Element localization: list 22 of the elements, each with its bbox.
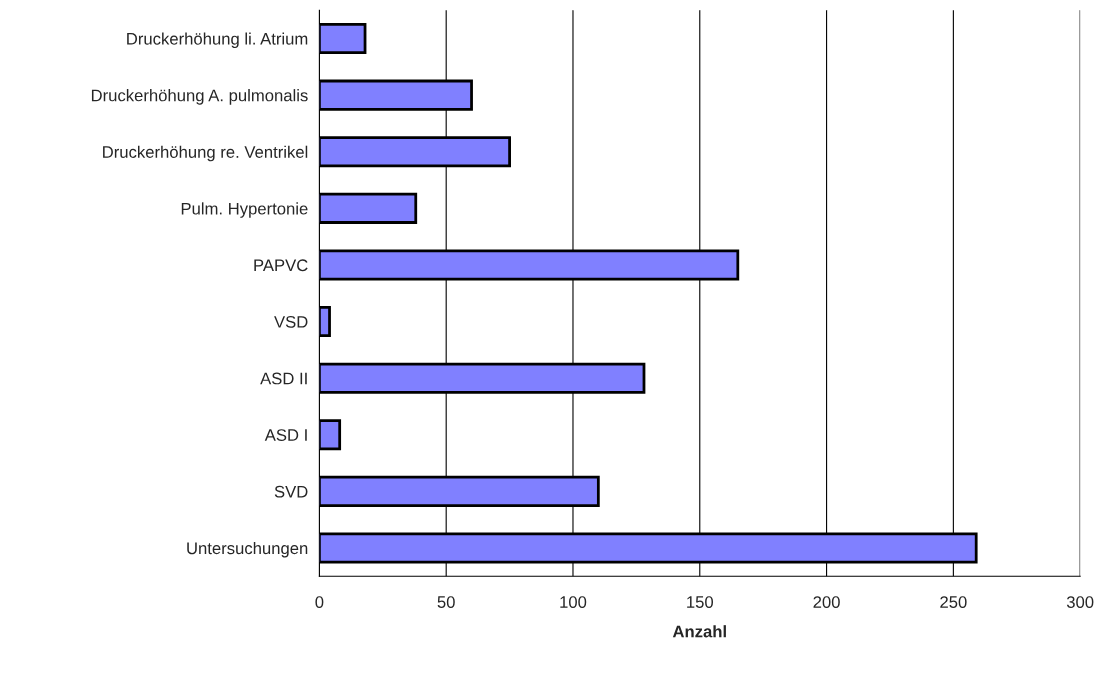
- x-tick-label: 150: [687, 596, 714, 608]
- x-axis-title: Anzahl: [672, 625, 726, 638]
- x-tick-label: 300: [1066, 596, 1094, 608]
- x-tick-label: 100: [560, 596, 587, 608]
- y-tick-label: Druckerhöhung re. Ventrikel: [103, 145, 308, 162]
- bar: [319, 419, 342, 451]
- x-tick-label: 250: [940, 596, 967, 608]
- bar: [319, 22, 367, 55]
- x-tick-label: 0: [315, 596, 324, 608]
- x-tick-label: 200: [813, 596, 840, 608]
- y-tick-label: Druckerhöhung A. pulmonalis: [91, 89, 308, 105]
- y-tick-label: ASD I: [264, 429, 307, 441]
- y-tick-label: ASD II: [260, 372, 307, 385]
- y-tick-label: Untersuchungen: [187, 541, 308, 558]
- y-tick-label: SVD: [274, 485, 308, 498]
- y-tick-label: VSD: [274, 315, 308, 328]
- y-tick-label: PAPVC: [254, 259, 308, 272]
- bar: [319, 192, 418, 224]
- bar: [319, 306, 331, 338]
- x-tick-label: 50: [437, 596, 455, 608]
- y-tick-label: Pulm. Hypertonie: [181, 202, 308, 218]
- y-tick-label: Druckerhöhung li. Atrium: [127, 32, 308, 49]
